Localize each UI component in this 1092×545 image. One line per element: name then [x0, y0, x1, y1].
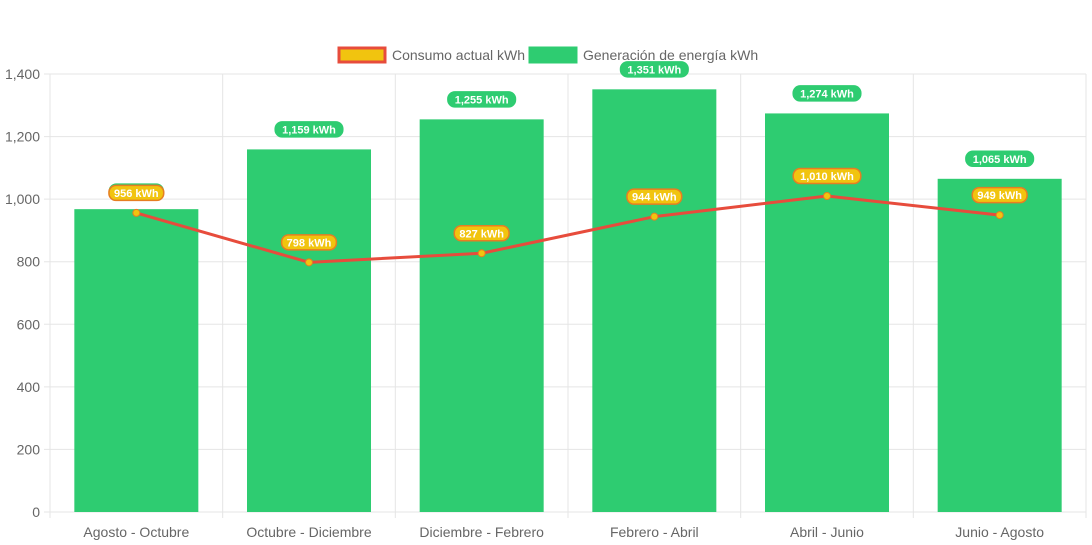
legend-item-generacion[interactable]: Generación de energía kWh — [528, 46, 758, 64]
bar-generacion[interactable] — [937, 178, 1062, 513]
x-axis: Agosto - Octubre Octubre - Diciembre Dicie… — [83, 524, 1044, 540]
legend-swatch-generacion — [528, 46, 578, 64]
point-consumo[interactable] — [823, 192, 831, 201]
point-consumo[interactable] — [305, 258, 313, 267]
chart-grid — [44, 73, 1087, 518]
legend-label-generacion: Generación de energía kWh — [583, 47, 758, 63]
data-label-consumo-bg — [280, 234, 338, 251]
bar-generacion[interactable] — [74, 209, 199, 512]
bar-generacion[interactable] — [419, 119, 544, 512]
data-label-generacion-text: 1,065 kWh — [973, 154, 1027, 166]
data-label-consumo-text: 956 kWh — [114, 188, 159, 200]
consumption-line — [132, 192, 1004, 267]
data-label-consumo-text: 949 kWh — [977, 190, 1022, 202]
y-tick-label: 1,400 — [5, 66, 40, 82]
y-axis: 0 200 400 600 800 1,000 1,200 1,400 — [5, 66, 40, 520]
data-label-generacion: 1,159 kWh — [274, 121, 344, 138]
data-label-consumo: 956 kWh — [108, 184, 165, 202]
data-label-consumo-text: 1,010 kWh — [800, 171, 854, 183]
y-tick-label: 1,200 — [5, 129, 40, 145]
x-tick-label: Diciembre - Febrero — [419, 524, 544, 540]
data-label-generacion-bg — [965, 150, 1035, 168]
y-tick-label: 800 — [17, 254, 41, 270]
point-consumo[interactable] — [477, 249, 486, 258]
x-tick-label: Febrero - Abril — [610, 524, 699, 540]
x-tick-label: Octubre - Diciembre — [246, 524, 371, 540]
data-label-consumo: 949 kWh — [971, 186, 1028, 204]
legend-label-consumo: Consumo actual kWh — [392, 47, 525, 63]
data-label-consumo-text: 827 kWh — [459, 228, 504, 240]
chart-legend[interactable]: Consumo actual kWh Generación de energía… — [337, 46, 758, 64]
y-tick-label: 600 — [17, 316, 41, 332]
x-tick-label: Junio - Agosto — [955, 524, 1044, 540]
bar-generacion[interactable] — [592, 89, 717, 512]
x-tick-label: Agosto - Octubre — [83, 524, 189, 540]
data-label-generacion-bg — [619, 61, 689, 78]
y-tick-label: 1,000 — [5, 191, 40, 207]
data-label-consumo-bg — [971, 186, 1028, 204]
bar-generacion[interactable] — [247, 149, 371, 513]
data-label-generacion-bg — [792, 85, 862, 102]
data-label-generacion-bg — [274, 121, 344, 138]
data-label-generacion-text: 1,255 kWh — [455, 94, 509, 106]
y-tick-label: 200 — [17, 441, 41, 457]
data-label-generacion-text: 1,351 kWh — [627, 64, 681, 76]
data-label-consumo-text: 944 kWh — [632, 192, 677, 204]
point-consumo[interactable] — [132, 208, 141, 217]
data-label-generacion-text: 1,159 kWh — [282, 124, 336, 136]
data-label-consumo-bg — [626, 188, 683, 205]
data-label-consumo: 827 kWh — [453, 225, 510, 242]
point-consumo[interactable] — [650, 212, 659, 221]
line-consumo — [135, 194, 1000, 264]
data-label-consumo: 798 kWh — [280, 234, 338, 251]
legend-swatch-consumo — [337, 46, 387, 64]
data-label-generacion: 1,351 kWh — [619, 61, 689, 78]
data-labels: 1,159 kWh 1,255 kWh 1,351 kWh 1,274 kWh 1,06… — [108, 61, 1035, 251]
legend-item-consumo[interactable]: Consumo actual kWh — [337, 46, 525, 64]
data-label-generacion-bg — [447, 91, 517, 108]
data-label-consumo-bg — [108, 184, 165, 202]
y-tick-label: 400 — [17, 379, 41, 395]
data-label-generacion-text: 1,274 kWh — [800, 88, 854, 100]
x-tick-label: Abril - Junio — [790, 524, 864, 540]
data-label-generacion: 1,274 kWh — [792, 85, 862, 102]
generation-bars — [74, 89, 1062, 513]
data-label-consumo-bg — [792, 167, 862, 185]
y-tick-label: 0 — [32, 504, 40, 520]
data-label-consumo-text: 798 kWh — [287, 237, 332, 249]
point-consumo[interactable] — [995, 211, 1004, 220]
data-label-generacion: 1,065 kWh — [965, 150, 1035, 168]
data-label-generacion: 1,255 kWh — [447, 91, 517, 108]
data-label-consumo: 1,010 kWh — [792, 167, 862, 185]
data-label-consumo: 944 kWh — [626, 188, 683, 205]
data-label-consumo-bg — [453, 225, 510, 242]
